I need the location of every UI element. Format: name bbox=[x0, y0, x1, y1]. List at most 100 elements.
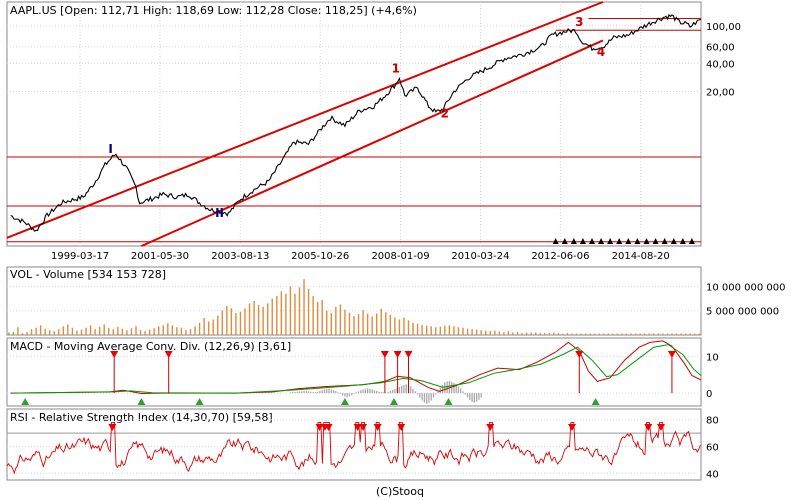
macd-y-ticks: 10 0 bbox=[706, 352, 719, 400]
price-signal-triangle bbox=[552, 238, 559, 244]
rsi-line-path bbox=[6, 421, 701, 475]
price-signal-triangle bbox=[561, 238, 568, 244]
rsi-sell-triangle bbox=[324, 424, 333, 431]
rsi-sell-triangle bbox=[315, 424, 324, 431]
rsi-sell-triangle bbox=[657, 424, 666, 431]
price-wave-label: I bbox=[108, 142, 112, 156]
macd-sell-triangle bbox=[380, 351, 389, 358]
rsi-sell-triangle bbox=[397, 424, 406, 431]
macd-sell-triangle bbox=[164, 351, 173, 358]
macd-signal-markers bbox=[21, 351, 676, 405]
price-plot-area bbox=[6, 1, 702, 247]
price-x-tick-label: 2008-01-09 bbox=[371, 251, 429, 262]
price-y-tick-label: 40,00 bbox=[706, 59, 735, 70]
rsi-y-ticks: 80 60 40 bbox=[706, 416, 719, 481]
price-x-tick-label: 2010-03-24 bbox=[451, 251, 509, 262]
macd-buy-triangle bbox=[389, 398, 398, 405]
price-signal-triangle bbox=[661, 238, 668, 244]
rsi-sell-triangle bbox=[373, 424, 382, 431]
price-channel-lines bbox=[6, 1, 604, 247]
macd-buy-triangle bbox=[195, 398, 204, 405]
rsi-series bbox=[6, 421, 701, 475]
macd-y-tick-label: 10 bbox=[706, 352, 719, 363]
volume-y-ticks: 10 000 000 000 5 000 000 000 bbox=[706, 282, 786, 317]
price-signal-triangle bbox=[616, 238, 623, 244]
price-series bbox=[10, 13, 702, 232]
macd-sell-triangle bbox=[393, 351, 402, 358]
price-signal-triangle bbox=[570, 238, 577, 244]
macd-plot-area bbox=[6, 337, 702, 407]
price-line-path bbox=[10, 13, 702, 232]
rsi-y-tick-label: 40 bbox=[706, 469, 719, 480]
price-x-tick-label: 2003-08-13 bbox=[211, 251, 269, 262]
macd-panel-title: MACD - Moving Average Conv. Div. (12,26,… bbox=[10, 340, 291, 353]
macd-sell-triangle bbox=[575, 351, 584, 358]
price-x-ticks: 1999-03-17 2001-05-30 2003-08-13 2005-10-26… bbox=[51, 251, 670, 262]
price-channel-line bbox=[141, 39, 604, 247]
price-horizontal-lines bbox=[7, 18, 701, 243]
price-signal-triangle bbox=[643, 238, 650, 244]
price-signal-triangle bbox=[679, 238, 686, 244]
rsi-signal-markers bbox=[108, 424, 666, 431]
rsi-panel-title: RSI - Relative Strength Index (14,30,70)… bbox=[10, 411, 273, 424]
price-panel-title: AAPL.US [Open: 112,71 High: 118,69 Low: … bbox=[10, 4, 417, 17]
price-y-tick-label: 100,00 bbox=[706, 22, 741, 33]
price-signal-triangle bbox=[607, 238, 614, 244]
volume-panel-title: VOL - Volume [534 153 728] bbox=[10, 268, 166, 281]
price-x-tick-label: 2014-08-20 bbox=[612, 251, 670, 262]
price-wave-label: 1 bbox=[392, 61, 400, 75]
price-x-tick-label: 1999-03-17 bbox=[51, 251, 109, 262]
volume-bars bbox=[8, 279, 700, 335]
price-y-tick-label: 60,00 bbox=[706, 43, 735, 54]
rsi-sell-triangle bbox=[359, 424, 368, 431]
macd-sell-triangle bbox=[110, 351, 119, 358]
price-wave-label: II bbox=[215, 206, 224, 220]
price-signal-triangle bbox=[588, 238, 595, 244]
rsi-y-tick-label: 80 bbox=[706, 416, 719, 427]
price-signal-triangle bbox=[598, 238, 605, 244]
rsi-sell-triangle bbox=[644, 424, 653, 431]
price-signal-triangle bbox=[634, 238, 641, 244]
price-channel-line bbox=[6, 1, 604, 239]
macd-buy-triangle bbox=[444, 398, 453, 405]
macd-y-tick-label: 0 bbox=[706, 389, 712, 400]
rsi-sell-triangle bbox=[108, 424, 117, 431]
macd-buy-triangle bbox=[21, 398, 30, 405]
price-panel: AAPL.US [Open: 112,71 High: 118,69 Low: … bbox=[6, 1, 741, 262]
price-x-tick-label: 2012-06-06 bbox=[531, 251, 589, 262]
macd-signal-line bbox=[10, 344, 702, 394]
macd-sell-triangle bbox=[667, 351, 676, 358]
macd-histogram bbox=[289, 381, 482, 404]
volume-panel: VOL - Volume [534 153 728] 10 000 000 00… bbox=[6, 266, 786, 336]
rsi-panel: RSI - Relative Strength Index (14,30,70)… bbox=[6, 408, 719, 481]
price-signal-triangle bbox=[652, 238, 659, 244]
price-y-tick-label: 20,00 bbox=[706, 87, 735, 98]
macd-buy-triangle bbox=[137, 398, 146, 405]
price-signal-triangle bbox=[579, 238, 586, 244]
volume-y-tick-label: 5 000 000 000 bbox=[706, 307, 779, 318]
price-signal-triangle bbox=[625, 238, 632, 244]
rsi-sell-triangle bbox=[353, 424, 362, 431]
macd-buy-triangle bbox=[340, 398, 349, 405]
macd-buy-triangle bbox=[591, 398, 600, 405]
copyright-footer: (C)Stooq bbox=[376, 485, 424, 498]
macd-lines bbox=[10, 340, 702, 395]
macd-sell-triangle bbox=[404, 351, 413, 358]
rsi-sell-triangle bbox=[568, 424, 577, 431]
price-signal-triangle bbox=[670, 238, 677, 244]
rsi-gridlines bbox=[7, 419, 701, 474]
price-x-tick-label: 2005-10-26 bbox=[291, 251, 349, 262]
price-wave-label: 3 bbox=[575, 15, 583, 29]
volume-y-tick-label: 10 000 000 000 bbox=[706, 282, 786, 293]
price-y-ticks: 100,00 60,00 40,00 20,00 bbox=[706, 22, 741, 99]
price-wave-label: 2 bbox=[441, 107, 449, 121]
price-signal-markers bbox=[552, 238, 695, 244]
rsi-sell-triangle bbox=[486, 424, 495, 431]
price-signal-triangle bbox=[688, 238, 695, 244]
macd-panel: MACD - Moving Average Conv. Div. (12,26,… bbox=[6, 337, 719, 407]
price-wave-label: 4 bbox=[597, 45, 605, 59]
price-x-tick-label: 2001-05-30 bbox=[131, 251, 189, 262]
rsi-y-tick-label: 60 bbox=[706, 443, 719, 454]
